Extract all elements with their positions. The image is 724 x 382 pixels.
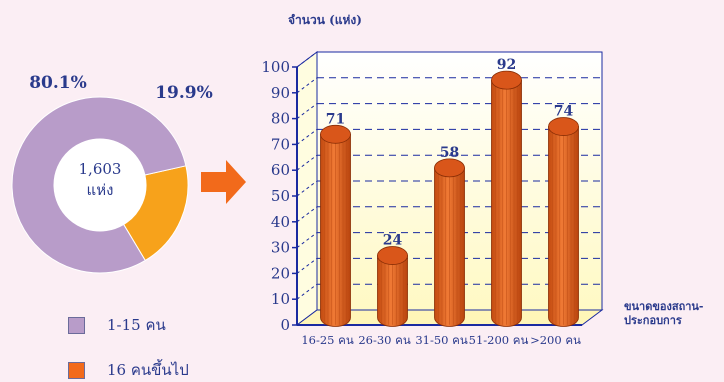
bar-data-label: 24 xyxy=(383,233,403,249)
y-tick-label: 100 xyxy=(261,58,290,76)
y-tick-label: 50 xyxy=(271,187,290,205)
legend-label-1-15: 1-15 คน xyxy=(107,316,166,334)
grid-line-side xyxy=(296,154,318,171)
y-tick-label: 70 xyxy=(271,135,290,153)
donut-center-value: 1,603 xyxy=(79,160,122,178)
bar-data-label: 92 xyxy=(497,57,516,73)
x-axis-title-line1: ขนาดของสถาน- xyxy=(624,300,704,313)
y-tick-label: 80 xyxy=(271,110,290,128)
y-tick-label: 30 xyxy=(271,239,290,257)
slice-label-1-15: 80.1% xyxy=(29,73,87,93)
grid-line-side xyxy=(296,128,318,145)
y-tick-label: 60 xyxy=(271,161,290,179)
slice-label-16-up: 19.9% xyxy=(155,83,213,103)
legend-label-16-up: 16 คนขึ้นไป xyxy=(107,361,189,379)
y-tick-label: 20 xyxy=(271,264,290,282)
x-tick-label: 31-50 คน xyxy=(415,333,468,347)
grid-line-side xyxy=(296,232,318,249)
donut-chart xyxy=(11,96,189,274)
x-tick-label: 26-30 คน xyxy=(358,333,411,347)
legend-item-16-up: 16 คนขึ้นไป xyxy=(68,358,189,382)
donut-hole xyxy=(54,139,146,231)
grid-line-side xyxy=(296,257,318,274)
bar-top xyxy=(434,158,465,178)
grid-line-side xyxy=(296,180,318,197)
y-tick-label: 10 xyxy=(271,290,290,308)
x-tick-label: 51-200 คน xyxy=(469,333,529,347)
x-tick-label: >200 คน xyxy=(530,333,581,347)
bar-chart: 0 10 20 30 40 50 60 70 80 90 100 71 16-25 คน 24 26-30 … xyxy=(261,51,604,347)
grid-line-side xyxy=(296,77,318,94)
y-tick-label: 40 xyxy=(271,213,290,231)
bar-top xyxy=(377,246,408,265)
bar-data-label: 58 xyxy=(440,145,459,161)
donut-center-unit: แห่ง xyxy=(87,181,114,199)
bar-top xyxy=(491,70,522,90)
grid-line-side xyxy=(296,206,318,223)
bar-top xyxy=(548,117,579,136)
y-tick-label: 0 xyxy=(280,316,290,334)
bar-data-label: 71 xyxy=(326,111,345,127)
grid-line-side xyxy=(296,103,318,119)
legend-item-1-15: 1-15 คน xyxy=(68,313,166,337)
legend-swatch-16-up xyxy=(68,361,85,379)
legend-swatch-1-15 xyxy=(68,316,85,334)
x-tick-label: 16-25 คน xyxy=(301,333,354,347)
y-tick-label: 90 xyxy=(271,84,290,102)
grid-line-side xyxy=(296,51,318,68)
grid-line-side xyxy=(296,283,318,300)
arrow-right-icon xyxy=(201,160,246,204)
y-axis-title: จำนวน (แห่ง) xyxy=(288,13,362,27)
bar-top xyxy=(320,124,351,144)
bar-data-label: 74 xyxy=(554,104,574,120)
x-axis-title-line2: ประกอบการ xyxy=(624,314,682,327)
